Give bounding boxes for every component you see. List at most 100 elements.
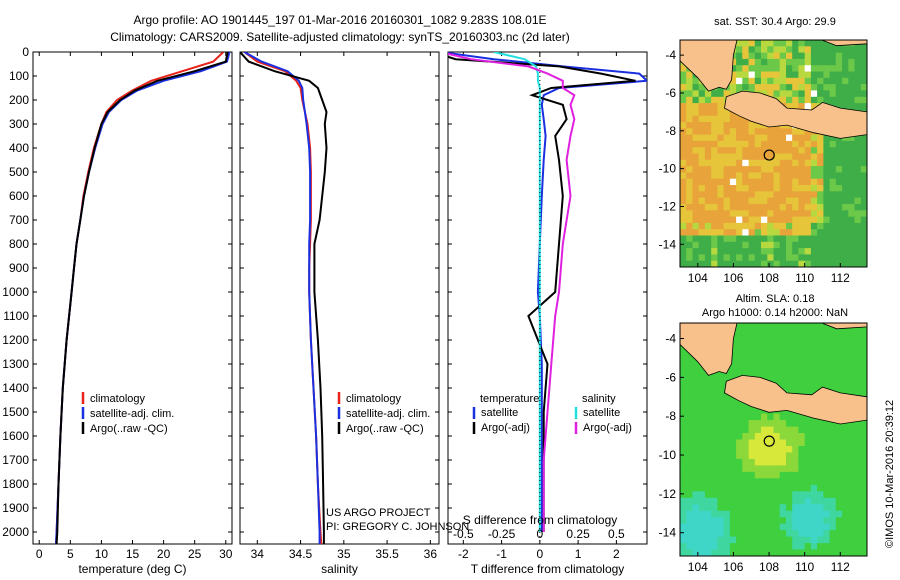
map-cell bbox=[711, 210, 718, 218]
map-cell bbox=[729, 536, 737, 544]
land-borneo bbox=[782, 323, 867, 330]
map-cell bbox=[767, 471, 775, 479]
map-cell bbox=[680, 134, 687, 142]
map-cell bbox=[854, 203, 862, 211]
map-cell bbox=[798, 229, 806, 237]
map-cell bbox=[792, 348, 799, 356]
map-cell bbox=[723, 147, 731, 155]
map-cell bbox=[842, 387, 849, 395]
map-cell bbox=[817, 77, 824, 85]
map-cell bbox=[860, 134, 867, 142]
map-cell bbox=[823, 96, 831, 104]
map-cell bbox=[823, 172, 831, 180]
map-cell bbox=[742, 241, 750, 249]
title-line-1: Argo profile: AO 1901445_197 01-Mar-2016… bbox=[134, 13, 547, 27]
map-cell bbox=[817, 536, 824, 544]
map-cell bbox=[773, 241, 781, 249]
map-cell bbox=[767, 216, 775, 224]
map-cell bbox=[711, 381, 718, 389]
map-cell bbox=[829, 46, 837, 54]
map-cell bbox=[804, 172, 812, 180]
map-cell bbox=[854, 523, 862, 531]
map-cell bbox=[786, 229, 793, 237]
map-cell bbox=[767, 452, 775, 460]
map-cell bbox=[792, 478, 799, 486]
map-cell bbox=[854, 216, 862, 224]
map-cell bbox=[798, 178, 806, 186]
map-cell bbox=[860, 439, 867, 447]
map-cell bbox=[686, 90, 693, 98]
map-cell bbox=[767, 254, 775, 262]
map-cell bbox=[810, 140, 818, 148]
map-cell bbox=[842, 368, 849, 376]
sla-map-title-2: Argo h1000: 0.14 h2000: NaN bbox=[702, 307, 848, 319]
map-cell bbox=[835, 355, 843, 363]
map-cell bbox=[835, 439, 843, 447]
map-cell bbox=[748, 368, 756, 376]
map-cell bbox=[823, 229, 831, 237]
map-cell bbox=[742, 77, 750, 85]
map-cell bbox=[767, 478, 775, 486]
map-cell bbox=[680, 374, 687, 382]
map-cell bbox=[748, 530, 756, 538]
map-cell bbox=[779, 84, 787, 91]
map-cell bbox=[848, 241, 856, 249]
map-cell bbox=[773, 65, 781, 73]
map-cell bbox=[835, 235, 843, 243]
map-cell bbox=[742, 433, 750, 441]
map-cell bbox=[736, 65, 743, 73]
map-cell bbox=[686, 426, 693, 434]
map-cell bbox=[804, 71, 812, 79]
map-cell bbox=[748, 465, 756, 473]
map-cell bbox=[698, 103, 706, 110]
map-cell bbox=[823, 530, 831, 538]
map-cell bbox=[686, 504, 693, 512]
map-cell bbox=[798, 458, 806, 466]
map-cell bbox=[773, 178, 781, 186]
map-cell bbox=[786, 178, 793, 186]
map-cell bbox=[680, 210, 687, 218]
map-cell bbox=[829, 549, 837, 556]
map-cell bbox=[754, 153, 762, 161]
map-cell bbox=[848, 497, 856, 505]
map-cell bbox=[779, 229, 787, 237]
map-cell bbox=[835, 348, 843, 356]
map-cell bbox=[848, 71, 856, 79]
map-cell bbox=[829, 458, 837, 466]
map-cell bbox=[717, 374, 725, 382]
map-cell bbox=[711, 530, 718, 538]
map-cell bbox=[748, 178, 756, 186]
map-cell bbox=[761, 355, 768, 363]
map-cell bbox=[761, 323, 768, 331]
map-cell bbox=[829, 439, 837, 447]
map-cell bbox=[767, 58, 775, 66]
map-cell bbox=[823, 241, 831, 249]
map-cell bbox=[686, 523, 693, 531]
map-cell bbox=[754, 549, 762, 556]
map-cell bbox=[711, 109, 718, 117]
map-cell bbox=[829, 452, 837, 460]
map-cell bbox=[717, 523, 725, 531]
map-cell bbox=[792, 191, 799, 199]
map-cell bbox=[717, 394, 725, 402]
map-cell bbox=[842, 71, 849, 79]
map-cell bbox=[729, 84, 737, 91]
map-cell bbox=[779, 77, 787, 85]
map-cell bbox=[773, 222, 781, 230]
map-cell bbox=[848, 478, 856, 486]
map-cell bbox=[711, 191, 718, 199]
map-cell bbox=[748, 348, 756, 356]
map-cell bbox=[798, 504, 806, 512]
map-cell bbox=[773, 484, 781, 492]
map-cell bbox=[773, 374, 781, 382]
map-cell bbox=[711, 446, 718, 454]
map-cell bbox=[680, 407, 687, 415]
map-cell bbox=[717, 210, 725, 218]
map-cell bbox=[761, 58, 768, 66]
map-cell bbox=[692, 361, 700, 369]
map-cell bbox=[773, 342, 781, 350]
map-cell bbox=[810, 510, 818, 518]
map-cell bbox=[767, 323, 775, 331]
map-cell bbox=[767, 497, 775, 505]
map-cell bbox=[817, 260, 824, 267]
